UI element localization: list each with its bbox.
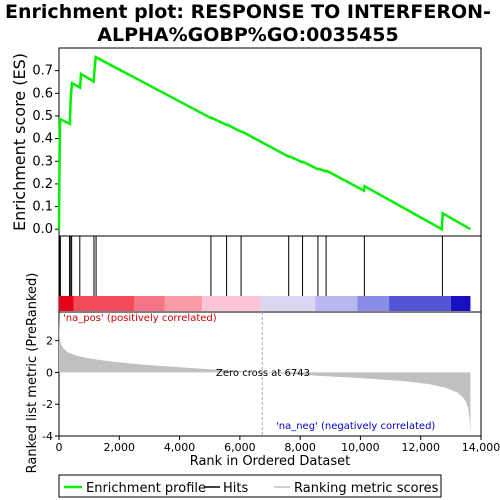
hit-lines (58, 236, 443, 296)
color-bar-segment (202, 296, 261, 311)
color-bar-segment (134, 296, 165, 311)
metric-x-axis: 0 2,000 4,000 6,000 8,000 10,000 12,000 14,000 (56, 436, 500, 454)
color-bar-segment (315, 296, 358, 311)
metric-y-tick-label: 2 (46, 335, 53, 348)
es-y-axis: 0.0 0.1 0.2 0.3 0.4 0.5 0.6 0.7 (32, 64, 59, 237)
legend-label-hits: Hits (223, 481, 248, 496)
es-panel: 0.0 0.1 0.2 0.3 0.4 0.5 0.6 0.7 Enrichment scor… (10, 47, 482, 237)
metric-x-tick-label: 4,000 (164, 441, 196, 454)
metric-x-axis-label: Rank in Ordered Dataset (190, 454, 351, 469)
color-bar-segment (59, 296, 74, 311)
metric-y-tick-label: -4 (42, 430, 53, 443)
legend-frame (58, 474, 442, 498)
pos-label: 'na_pos' (positively correlated) (63, 313, 217, 324)
metric-panel: -4 -2 0 2 0 2,000 4,000 6,000 8,000 10,000 12,000… (25, 273, 500, 474)
color-bar-segment (73, 296, 135, 311)
legend-label-ranking: Ranking metric scores (294, 481, 439, 496)
color-bar-segment (450, 296, 471, 311)
metric-y-tick-label: 0 (46, 366, 53, 379)
metric-y-axis-label: Ranked list metric (PreRanked) (25, 273, 40, 474)
metric-x-tick-label: 0 (56, 441, 63, 454)
chart-title-line1: Enrichment plot: RESPONSE TO INTERFERON- (5, 1, 491, 23)
hits-panel (58, 235, 482, 313)
metric-y-tick-label: -2 (42, 398, 53, 411)
es-y-tick-label: 0.0 (32, 222, 53, 237)
metric-x-tick-label: 10,000 (341, 441, 380, 454)
es-y-axis-label: Enrichment score (ES) (10, 53, 29, 231)
color-bar-segment (389, 296, 451, 311)
es-y-tick-label: 0.1 (32, 200, 53, 215)
metric-x-tick-label: 12,000 (401, 441, 440, 454)
zero-cross-label: Zero cross at 6743 (216, 368, 310, 379)
rank-color-bar (59, 296, 471, 311)
metric-x-tick-label: 6,000 (224, 441, 256, 454)
color-bar-segment (357, 296, 390, 311)
metric-area (59, 316, 471, 432)
metric-x-tick-label: 8,000 (284, 441, 316, 454)
legend-label-enrichment: Enrichment profile (86, 481, 206, 496)
chart-title-line2: ALPHA%GOBP%GO:0035455 (97, 24, 398, 46)
es-curve (57, 55, 472, 232)
metric-x-tick-label: 14,000 (462, 441, 500, 454)
color-bar-segment (164, 296, 203, 311)
es-y-tick-label: 0.4 (32, 132, 53, 147)
metric-y-axis: -4 -2 0 2 (42, 335, 59, 443)
es-y-tick-label: 0.2 (32, 177, 53, 192)
metric-x-tick-label: 2,000 (104, 441, 136, 454)
color-bar-segment (260, 296, 316, 311)
neg-label: 'na_neg' (negatively correlated) (276, 421, 435, 432)
es-y-tick-label: 0.3 (32, 154, 53, 169)
es-panel-frame (58, 47, 482, 237)
es-y-tick-label: 0.7 (32, 64, 53, 79)
es-y-tick-label: 0.6 (32, 86, 53, 101)
es-y-tick-label: 0.5 (32, 109, 53, 124)
legend: Enrichment profile Hits Ranking metric s… (58, 474, 442, 498)
